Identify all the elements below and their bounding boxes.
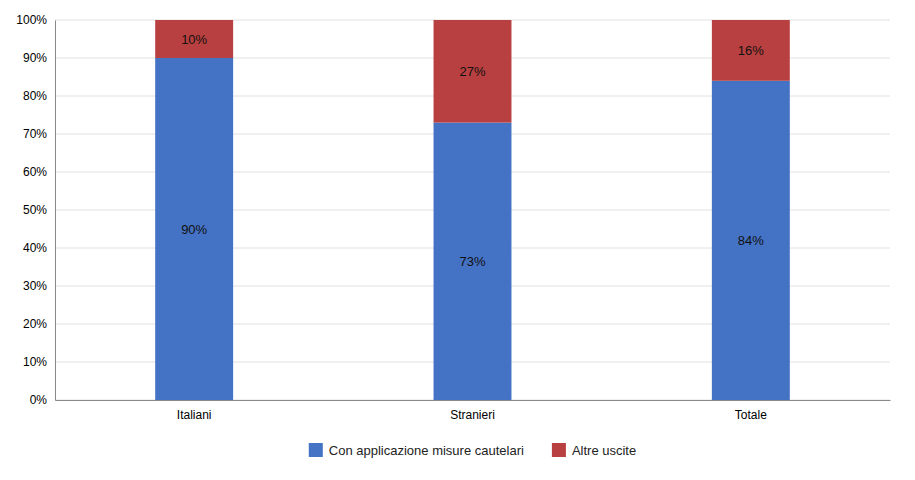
y-tick-label: 70% xyxy=(23,127,47,141)
data-label: 73% xyxy=(459,254,485,269)
legend-swatch xyxy=(309,443,323,457)
bar xyxy=(712,81,790,400)
y-tick: 40% xyxy=(23,241,55,255)
y-tick: 20% xyxy=(23,317,55,331)
y-tick: 0% xyxy=(30,393,55,407)
y-axis: 0% 10% 20% 30% 40% 50% 60% 70% 80% 90% 100% xyxy=(16,13,55,407)
y-tick: 90% xyxy=(23,51,55,65)
y-tick-label: 20% xyxy=(23,317,47,331)
legend-item: Con applicazione misure cautelari xyxy=(309,443,524,458)
data-label: 84% xyxy=(738,233,764,248)
y-tick-label: 40% xyxy=(23,241,47,255)
legend: Con applicazione misure cautelari Altre u… xyxy=(309,443,636,458)
bars xyxy=(155,20,790,400)
chart-container: 0% 10% 20% 30% 40% 50% 60% 70% 80% 90% 100% Italian… xyxy=(0,0,915,480)
bar xyxy=(434,123,512,400)
legend-label: Altre uscite xyxy=(572,443,636,458)
y-tick-label: 80% xyxy=(23,89,47,103)
data-label: 27% xyxy=(459,64,485,79)
grid xyxy=(55,20,890,400)
x-axis-line xyxy=(56,400,891,401)
x-tick: Totale xyxy=(735,400,767,422)
bar xyxy=(434,20,512,123)
y-tick-label: 50% xyxy=(23,203,47,217)
x-axis: Italiani Stranieri Totale xyxy=(56,400,891,422)
x-tick-label: Stranieri xyxy=(450,408,495,422)
y-tick: 70% xyxy=(23,127,55,141)
data-labels: 90% 73% 84% 10% 27% 16% xyxy=(181,32,764,269)
bar-series xyxy=(155,20,790,123)
data-label: 90% xyxy=(181,222,207,237)
legend-swatch xyxy=(552,443,566,457)
y-tick-label: 60% xyxy=(23,165,47,179)
y-tick-label: 30% xyxy=(23,279,47,293)
y-tick-label: 0% xyxy=(30,393,48,407)
y-tick: 60% xyxy=(23,165,55,179)
y-tick-label: 10% xyxy=(23,355,47,369)
y-tick-label: 90% xyxy=(23,51,47,65)
y-tick-label: 100% xyxy=(16,13,47,27)
y-tick: 50% xyxy=(23,203,55,217)
x-tick-label: Totale xyxy=(735,408,767,422)
bar xyxy=(712,20,790,81)
bar xyxy=(155,20,233,58)
x-tick: Stranieri xyxy=(450,400,495,422)
y-axis-line xyxy=(55,21,56,401)
y-tick: 100% xyxy=(16,13,55,27)
bar xyxy=(155,58,233,400)
x-tick: Italiani xyxy=(177,400,212,422)
y-tick: 80% xyxy=(23,89,55,103)
data-label: 16% xyxy=(738,43,764,58)
x-tick-label: Italiani xyxy=(177,408,212,422)
chart-svg: 0% 10% 20% 30% 40% 50% 60% 70% 80% 90% 100% Italian… xyxy=(0,0,915,480)
legend-item: Altre uscite xyxy=(552,443,636,458)
y-tick: 10% xyxy=(23,355,55,369)
data-label: 10% xyxy=(181,32,207,47)
legend-label: Con applicazione misure cautelari xyxy=(329,443,524,458)
y-tick: 30% xyxy=(23,279,55,293)
